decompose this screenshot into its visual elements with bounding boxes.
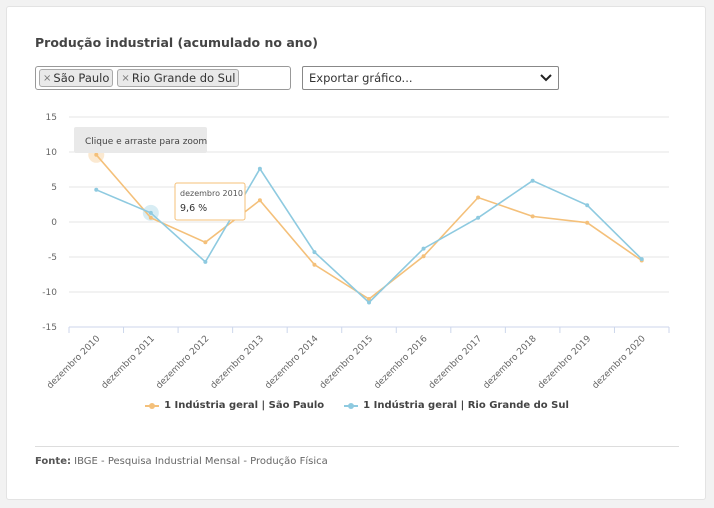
data-point[interactable] — [148, 215, 153, 220]
data-point[interactable] — [94, 187, 99, 192]
remove-sao-paulo-icon[interactable]: × — [43, 72, 52, 84]
chevron-down-icon — [540, 74, 552, 82]
export-chart-select[interactable]: Exportar gráfico... — [302, 66, 559, 90]
legend-marker-sao-paulo — [145, 402, 160, 409]
data-point[interactable] — [148, 210, 153, 215]
x-tick-label: dezembro 2017 — [427, 334, 484, 391]
panel-title: Produção industrial (acumulado no ano) — [35, 35, 318, 50]
data-point[interactable] — [421, 254, 426, 259]
chip-rio-grande-do-sul: × Rio Grande do Sul — [117, 69, 240, 87]
data-point[interactable] — [94, 152, 99, 157]
x-tick-label: dezembro 2012 — [154, 334, 211, 391]
source-note: Fonte: IBGE - Pesquisa Industrial Mensal… — [35, 456, 328, 467]
x-tick-label: dezembro 2014 — [263, 334, 320, 391]
x-tick-label: dezembro 2013 — [209, 334, 266, 391]
data-point[interactable] — [476, 195, 481, 200]
data-point[interactable] — [203, 259, 208, 264]
zoom-hint-text: Clique e arraste para zoom — [85, 137, 207, 147]
x-tick-label: dezembro 2016 — [373, 334, 430, 391]
x-tick-label: dezembro 2011 — [100, 334, 157, 391]
legend-item-rio-grande-do-sul[interactable]: 1 Indústria geral | Rio Grande do Sul — [344, 400, 569, 411]
x-tick-label: dezembro 2018 — [482, 334, 539, 391]
divider — [35, 446, 679, 447]
source-label: Fonte: — [35, 456, 71, 467]
x-tick-label: dezembro 2019 — [536, 334, 593, 391]
data-point[interactable] — [312, 250, 317, 255]
region-multiselect[interactable]: × São Paulo × Rio Grande do Sul — [35, 66, 291, 90]
data-point[interactable] — [312, 262, 317, 267]
data-point[interactable] — [367, 300, 371, 305]
tooltip-category: dezembro 2010 — [180, 189, 243, 198]
zoom-hint-box — [74, 127, 207, 153]
legend-marker-rio-grande-do-sul — [344, 402, 359, 409]
data-point[interactable] — [530, 178, 535, 183]
y-tick-label: 10 — [46, 148, 58, 158]
tooltip-value: 9,6 % — [180, 203, 207, 214]
data-point[interactable] — [257, 198, 262, 203]
y-tick-label: -15 — [42, 323, 57, 333]
data-point[interactable] — [639, 257, 644, 262]
chip-label: São Paulo — [53, 71, 110, 85]
chip-sao-paulo: × São Paulo — [39, 69, 114, 87]
tooltip-box — [174, 182, 246, 221]
legend-label-rio-grande-do-sul: 1 Indústria geral | Rio Grande do Sul — [363, 400, 569, 411]
data-point[interactable] — [585, 220, 590, 225]
data-point[interactable] — [476, 215, 481, 220]
chart-panel: Produção industrial (acumulado no ano) ×… — [6, 6, 706, 500]
legend-item-sao-paulo[interactable]: 1 Indústria geral | São Paulo — [145, 400, 324, 411]
x-tick-label: dezembro 2015 — [318, 334, 375, 391]
chip-label: Rio Grande do Sul — [131, 71, 236, 85]
export-label: Exportar gráfico... — [309, 71, 413, 85]
y-tick-label: -10 — [42, 288, 57, 298]
y-tick-label: 5 — [51, 183, 57, 193]
data-point[interactable] — [367, 297, 371, 301]
x-tick-label: dezembro 2010 — [45, 334, 102, 391]
y-tick-label: -5 — [48, 253, 57, 263]
chart-legend: 1 Indústria geral | São Paulo 1 Indústri… — [7, 400, 707, 411]
data-point[interactable] — [257, 166, 262, 171]
data-point[interactable] — [421, 246, 426, 251]
source-text: IBGE - Pesquisa Industrial Mensal - Prod… — [74, 456, 328, 467]
data-point[interactable] — [585, 203, 590, 208]
y-tick-label: 15 — [46, 113, 57, 123]
chart-area[interactable]: 15 10 5 0 -5 -10 -15 dezembro 2010 dezembro 2011… — [7, 7, 707, 401]
data-point[interactable] — [530, 214, 535, 219]
series-line-sao-paulo[interactable] — [95, 154, 643, 300]
y-tick-label: 0 — [51, 218, 57, 228]
x-tick-label: dezembro 2020 — [591, 334, 648, 391]
legend-label-sao-paulo: 1 Indústria geral | São Paulo — [164, 400, 325, 411]
remove-rio-grande-do-sul-icon[interactable]: × — [121, 72, 130, 84]
data-point[interactable] — [203, 240, 208, 245]
